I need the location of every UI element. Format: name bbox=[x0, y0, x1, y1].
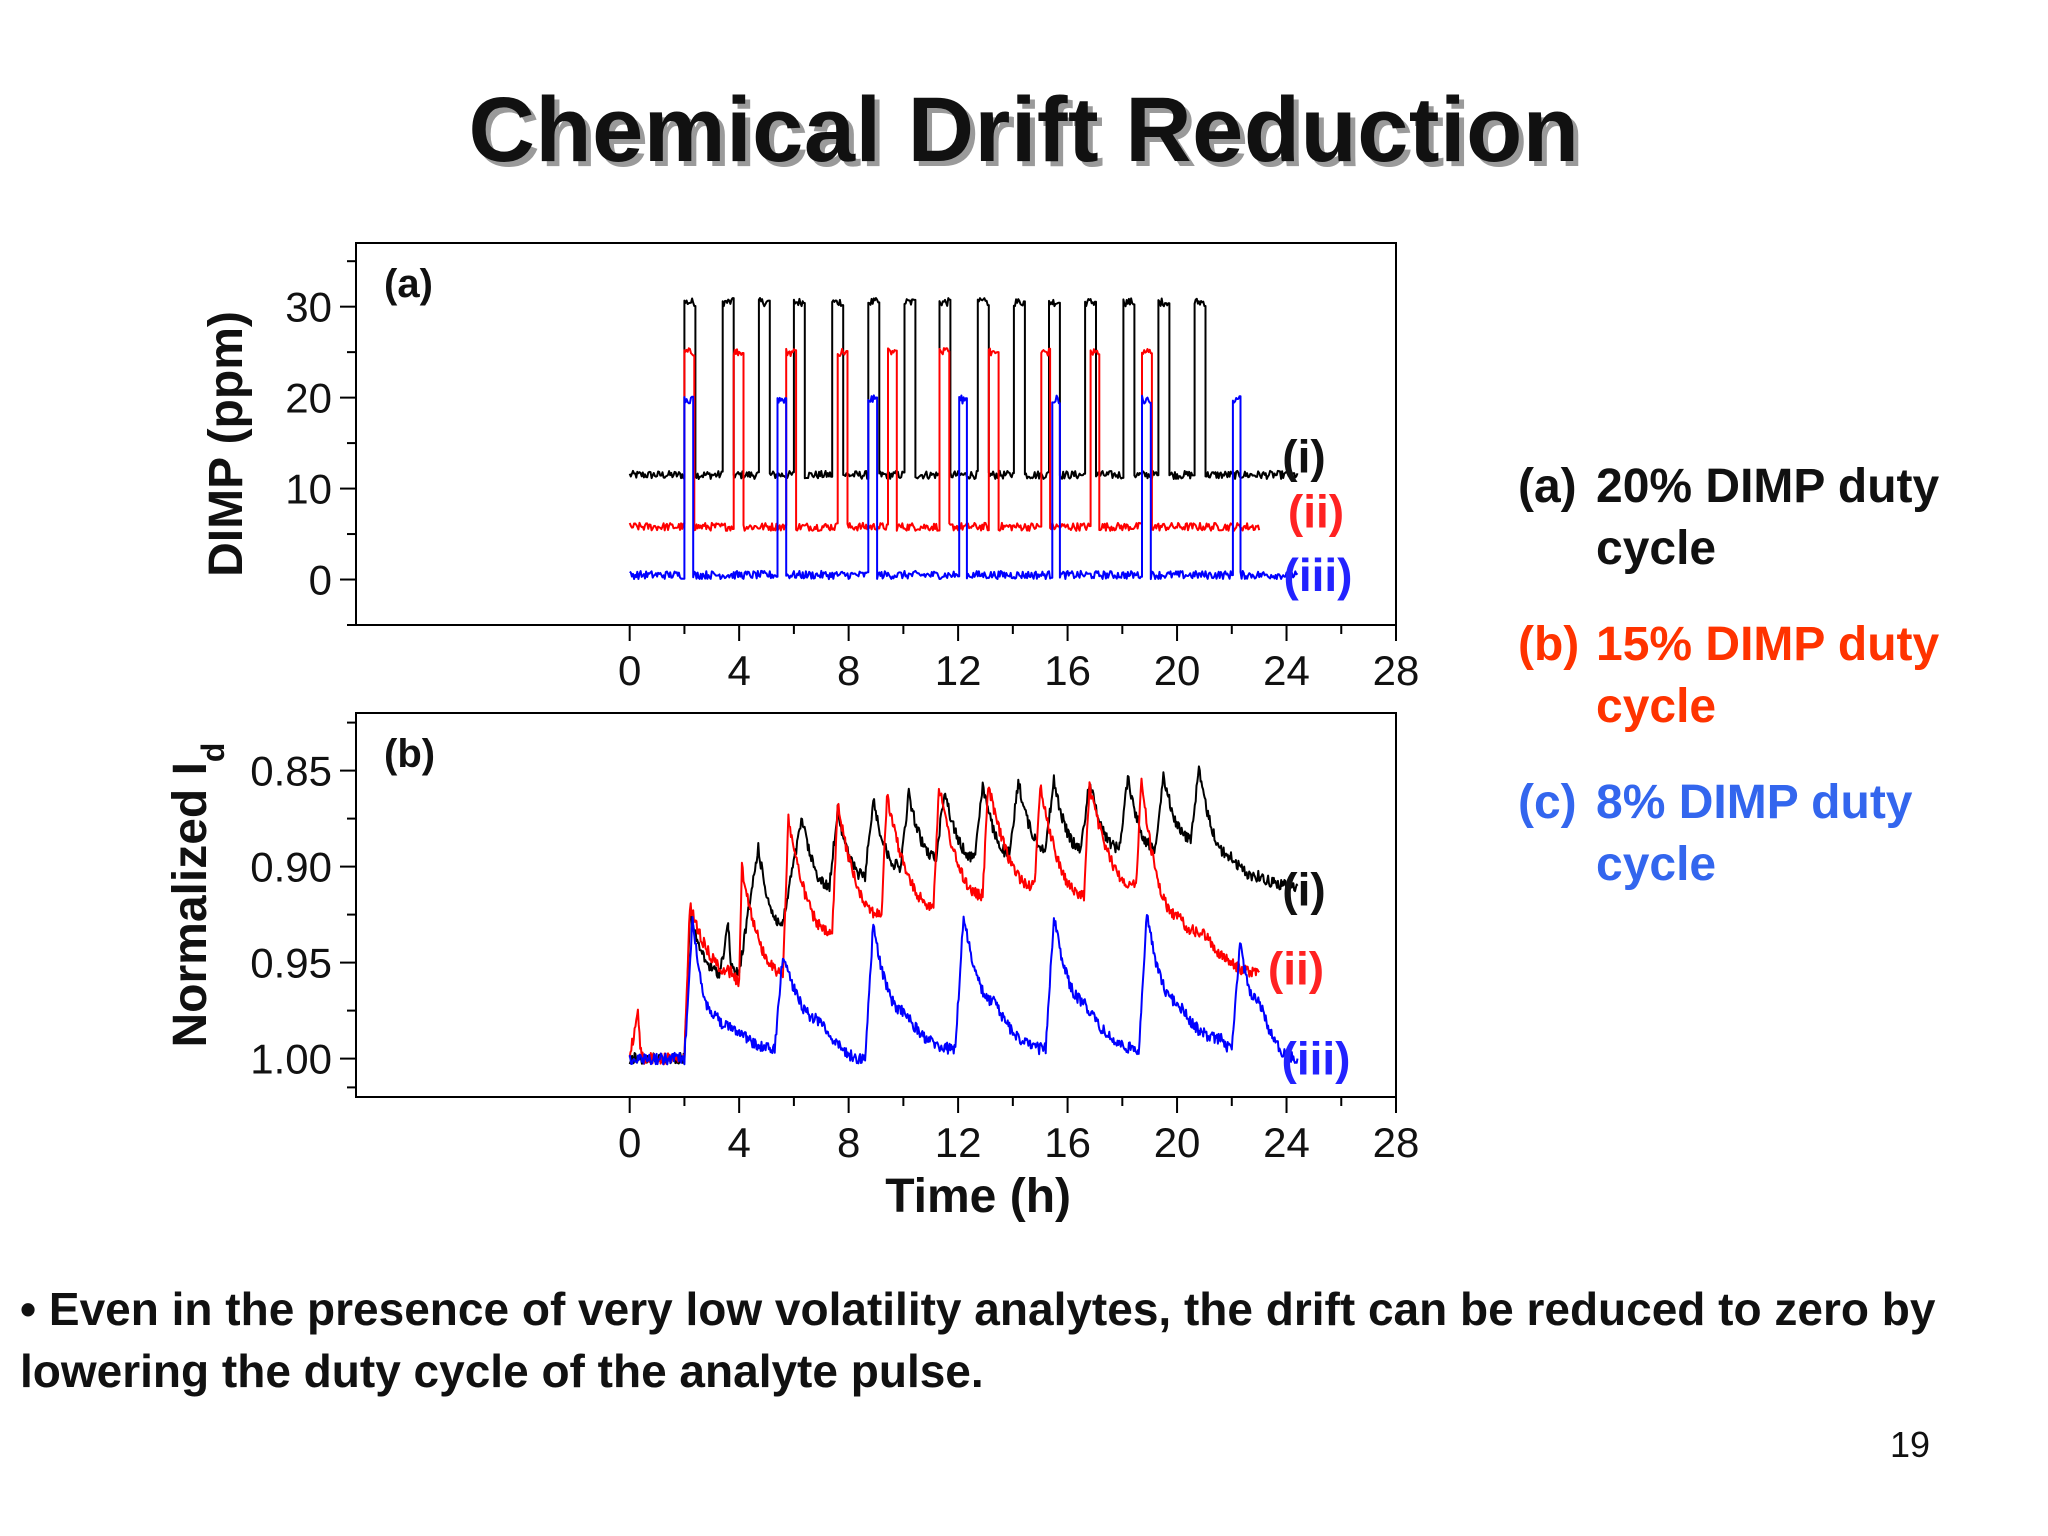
y-tick-label: 30 bbox=[285, 284, 332, 331]
panel-label: (a) bbox=[384, 262, 433, 306]
legend-text-b-line1: 15% DIMP duty bbox=[1596, 618, 1940, 671]
legend-item-b: (b) 15% DIMP duty cycle bbox=[1518, 614, 2018, 738]
series-end-label: (ii) bbox=[1288, 485, 1344, 537]
panel-label: (b) bbox=[384, 732, 435, 776]
x-tick-label: 4 bbox=[727, 1119, 750, 1166]
series-line-iii bbox=[628, 914, 1299, 1066]
series-line-i bbox=[628, 297, 1299, 480]
x-tick-label: 28 bbox=[1373, 1119, 1420, 1166]
y-tick-label: 0.85 bbox=[250, 748, 332, 795]
series-end-label: (iii) bbox=[1282, 1033, 1351, 1085]
plot-frame bbox=[355, 242, 1397, 626]
panel-b: 0 4 8 12 16 20 24 28 0.85 0.90 0.95 1.00 (b) Normaliz… bbox=[164, 712, 1420, 1223]
x-tick-label: 16 bbox=[1044, 1119, 1091, 1166]
y-tick-label: 20 bbox=[285, 375, 332, 422]
y-tick-label: 0.95 bbox=[250, 940, 332, 987]
series-end-label: (i) bbox=[1282, 864, 1325, 916]
legend-text-a-line1: 20% DIMP duty bbox=[1596, 460, 1940, 513]
x-tick-label: 20 bbox=[1154, 1119, 1201, 1166]
series-line-i bbox=[628, 765, 1299, 1065]
x-tick-label: 12 bbox=[935, 647, 982, 694]
x-tick-label: 24 bbox=[1263, 647, 1310, 694]
series-end-label: (i) bbox=[1282, 431, 1325, 483]
y-axis-label: DIMP (ppm) bbox=[200, 311, 253, 577]
plot-frame bbox=[355, 712, 1397, 1098]
bullet-text: • Even in the presence of very low volat… bbox=[20, 1283, 1936, 1397]
x-tick-label: 8 bbox=[837, 1119, 860, 1166]
x-axis-label: Time (h) bbox=[885, 1170, 1071, 1223]
series-end-label: (ii) bbox=[1268, 942, 1324, 994]
panel-a: 0 4 8 12 16 20 24 28 0 10 20 30 (a) DIMP (ppm) (i)(ii)… bbox=[200, 242, 1420, 694]
y-tick-label: 0.90 bbox=[250, 844, 332, 891]
legend-label-b: (b) bbox=[1518, 618, 1580, 671]
series-line-ii bbox=[628, 777, 1260, 1066]
y-tick-label: 10 bbox=[285, 466, 332, 513]
x-tick-label: 24 bbox=[1263, 1119, 1310, 1166]
legend-label-c: (c) bbox=[1518, 776, 1577, 829]
series-line-ii bbox=[628, 347, 1261, 532]
y-tick-label: 0 bbox=[309, 557, 332, 604]
legend: (a) 20% DIMP duty cycle (b) 15% DIMP dut… bbox=[1518, 456, 2018, 930]
series-line-iii bbox=[629, 394, 1299, 581]
series-end-label: (iii) bbox=[1284, 549, 1353, 601]
legend-label-a: (a) bbox=[1518, 460, 1577, 513]
legend-text-c-line1: 8% DIMP duty bbox=[1596, 776, 1913, 829]
y-axis-label: Normalized Id bbox=[164, 743, 231, 1048]
legend-text-a-line2: cycle bbox=[1596, 522, 1717, 575]
legend-text-c-line2: cycle bbox=[1596, 838, 1717, 891]
x-tick-label: 4 bbox=[727, 647, 750, 694]
legend-item-a: (a) 20% DIMP duty cycle bbox=[1518, 456, 2018, 580]
x-tick-label: 20 bbox=[1154, 647, 1201, 694]
legend-item-c: (c) 8% DIMP duty cycle bbox=[1518, 772, 2018, 896]
y-tick-label: 1.00 bbox=[250, 1036, 332, 1083]
legend-text-b-line2: cycle bbox=[1596, 680, 1717, 733]
x-tick-label: 8 bbox=[837, 647, 860, 694]
x-tick-label: 0 bbox=[618, 1119, 641, 1166]
x-tick-label: 28 bbox=[1373, 647, 1420, 694]
x-tick-label: 12 bbox=[935, 1119, 982, 1166]
x-tick-label: 16 bbox=[1044, 647, 1091, 694]
page-number: 19 bbox=[1890, 1424, 1931, 1465]
x-tick-label: 0 bbox=[618, 647, 641, 694]
slide-title: Chemical Drift Reduction bbox=[468, 79, 1580, 181]
